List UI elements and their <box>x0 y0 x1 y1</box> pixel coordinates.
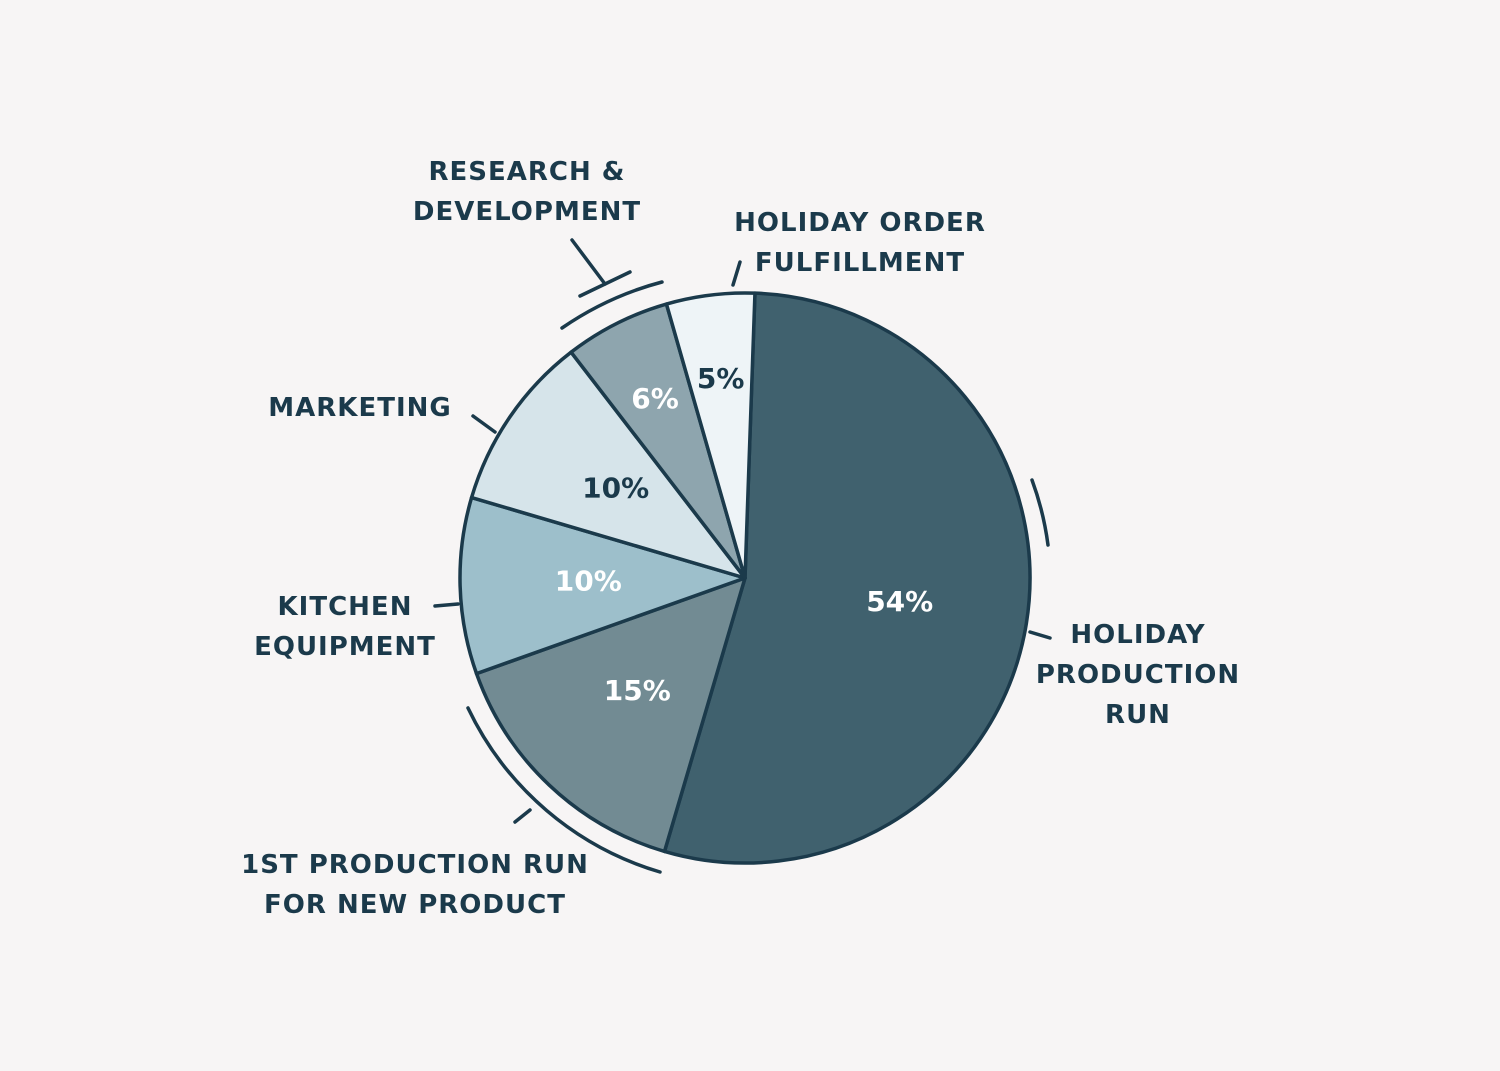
category-label: 1ST PRODUCTION RUN FOR NEW PRODUCT <box>241 850 589 920</box>
leader-line <box>471 414 497 434</box>
leader-line <box>570 238 607 286</box>
leader-line <box>466 706 662 874</box>
leader-line <box>433 602 460 608</box>
category-label: HOLIDAY PRODUCTION RUN <box>1035 620 1241 730</box>
value-label: 10% <box>555 564 622 597</box>
pie-slice <box>664 291 757 580</box>
pie-slice <box>469 350 747 580</box>
value-label: 54% <box>866 585 933 618</box>
category-label: HOLIDAY ORDER FULFILLMENT <box>734 208 986 278</box>
value-label: 15% <box>604 674 671 707</box>
pie-slice <box>662 291 1032 865</box>
leader-line <box>1028 630 1052 640</box>
leader-line <box>731 260 742 287</box>
pie-slice <box>474 576 747 854</box>
category-label: KITCHEN EQUIPMENT <box>254 592 436 662</box>
leader-lines <box>433 238 1052 874</box>
leader-line <box>1030 478 1050 547</box>
value-label: 10% <box>582 471 649 504</box>
pie-slice <box>458 495 747 676</box>
leader-line <box>560 280 664 330</box>
value-label: 5% <box>697 362 745 395</box>
value-label: 6% <box>631 382 679 415</box>
category-label: RESEARCH & DEVELOPMENT <box>412 157 642 227</box>
category-label: MARKETING <box>268 393 452 423</box>
leader-line <box>513 808 532 824</box>
